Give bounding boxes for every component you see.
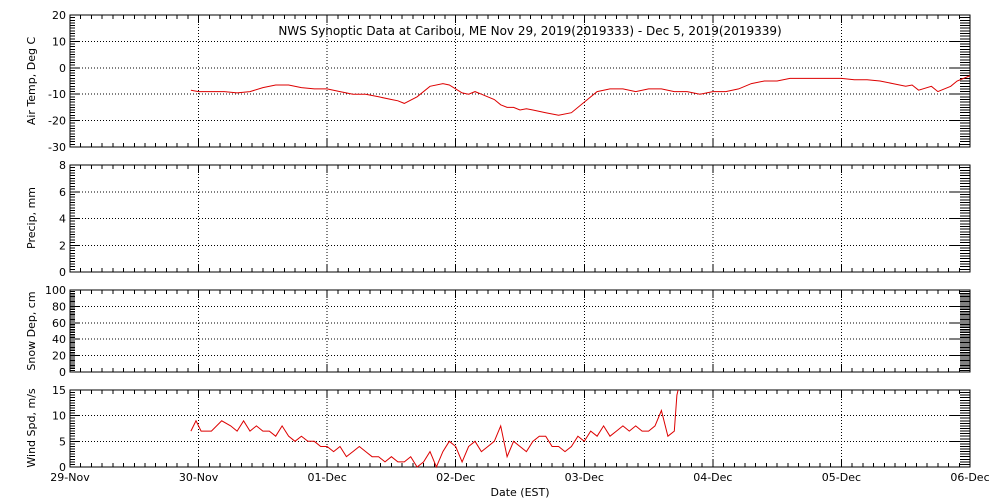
y-tick-label: 5: [59, 435, 66, 448]
x-tick-label: 04-Dec: [693, 471, 732, 484]
x-tick-label: 06-Dec: [950, 471, 989, 484]
panel-2: 100 80 60 40 20 0 Snow Dep, cm: [25, 284, 971, 379]
chart-title: NWS Synoptic Data at Caribou, ME Nov 29,…: [278, 24, 781, 38]
x-tick-label: 29-Nov: [50, 471, 90, 484]
panel-1: 8 6 4 2 0 Precip, mm: [25, 159, 971, 279]
y-tick-label: 0: [59, 62, 66, 75]
y-tick-label: 60: [52, 317, 66, 330]
y-tick-label: 0: [59, 266, 66, 279]
y-tick-label: 20: [52, 9, 66, 22]
series-line-3-0: [190, 389, 679, 469]
y-tick-label: -30: [48, 141, 66, 154]
x-axis-label: Date (EST): [490, 486, 549, 499]
y-tick-label: 80: [52, 300, 66, 313]
y-tick-label: 20: [52, 350, 66, 363]
y-tick-label: 0: [59, 461, 66, 474]
y-tick-label: 0: [59, 366, 66, 379]
y-tick-label: -20: [48, 115, 66, 128]
x-tick-label: 03-Dec: [565, 471, 604, 484]
y-tick-label: 10: [52, 35, 66, 48]
y-axis-label: Wind Spd, m/s: [25, 388, 38, 468]
panel-frame: [69, 389, 971, 468]
series-line-0-0: [190, 75, 971, 116]
panel-3: 15 10 5 0 Wind Spd, m/s: [25, 384, 971, 474]
x-tick-labels: 29-Nov 30-Nov 01-Dec 02-Dec 03-Dec 04-Dec 05-D…: [50, 471, 989, 484]
x-tick-label: 30-Nov: [179, 471, 219, 484]
y-tick-label: 2: [59, 239, 66, 252]
y-tick-label: 40: [52, 333, 66, 346]
y-axis-label: Air Temp, Deg C: [25, 37, 38, 126]
y-tick-label: 15: [52, 384, 66, 397]
y-tick-label: 100: [45, 284, 66, 297]
y-axis-label: Precip, mm: [25, 187, 38, 249]
panel-0: 20 10 0 -10 -20 -30 Air Temp, Deg C: [25, 9, 971, 154]
panel-frame: [69, 164, 971, 273]
y-tick-label: 10: [52, 410, 66, 423]
y-axis-label: Snow Dep, cm: [25, 291, 38, 370]
y-tick-label: -10: [48, 88, 66, 101]
y-tick-label: 8: [59, 159, 66, 172]
panel-frame: [69, 14, 971, 148]
x-tick-label: 01-Dec: [308, 471, 347, 484]
panel-frame: [69, 289, 971, 373]
x-tick-label: 02-Dec: [436, 471, 475, 484]
y-tick-label: 6: [59, 186, 66, 199]
x-tick-label: 05-Dec: [822, 471, 861, 484]
y-tick-label: 4: [59, 213, 66, 226]
